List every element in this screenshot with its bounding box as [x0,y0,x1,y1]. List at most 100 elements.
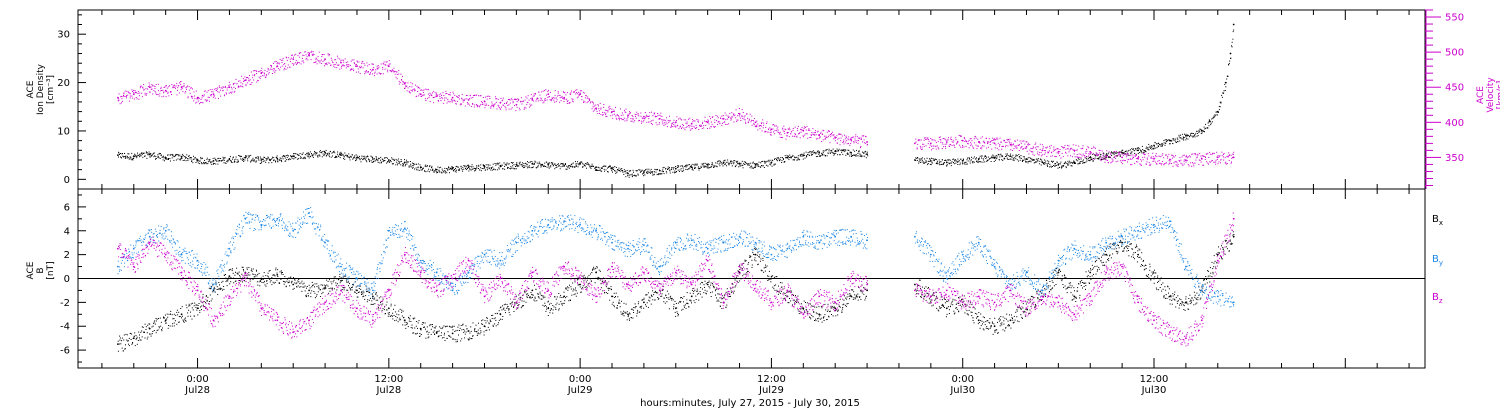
bx-series-dot [181,317,182,319]
velocity-series-dot [252,74,254,76]
velocity-series-dot [779,136,781,138]
velocity-series-dot [1150,156,1152,158]
velocity-series-dot [804,134,806,136]
velocity-series-dot [161,90,163,91]
density-series-dot [804,154,806,156]
density-series-dot [1074,163,1076,164]
velocity-series-dot [676,116,678,118]
density-series-dot [603,165,605,167]
velocity-series-dot [1101,150,1103,152]
velocity-series-dot [1156,163,1158,164]
density-series-dot [690,164,692,166]
density-series-dot [1166,139,1168,141]
density-series-dot [711,163,713,165]
bx-series-point [818,313,821,316]
velocity-series-dot [224,94,225,96]
density-series-dot [724,164,726,166]
velocity-series-dot [149,84,151,86]
velocity-series-dot [1213,161,1215,163]
velocity-series-dot [220,87,222,89]
density-series-dot [297,154,299,156]
density-series-dot [631,175,633,177]
density-series-dot [682,170,684,172]
density-series-dot [813,152,815,154]
velocity-series-dot [517,98,519,100]
velocity-series-dot [657,113,659,114]
bx-series-dot [194,302,196,304]
velocity-series-dot [1041,154,1043,156]
velocity-series-dot [319,60,321,62]
bx-series-point [627,313,629,316]
velocity-series-dot [579,92,581,94]
bx-series-dot [161,329,163,330]
density-series-dot [1012,157,1014,159]
density-series-point [132,155,135,158]
velocity-series-dot [285,68,287,70]
density-series-dot [407,161,409,163]
density-series-dot [718,160,720,162]
velocity-series-dot [441,94,442,96]
density-series-dot [659,169,660,171]
density-series-dot [183,159,185,161]
velocity-series-dot [584,97,586,99]
velocity-series-dot [338,64,340,66]
bx-series-dot [244,277,246,279]
density-series-dot [1097,157,1099,159]
density-series-dot [153,156,155,158]
velocity-series-dot [428,89,429,91]
velocity-series-dot [412,89,414,91]
velocity-series-dot [406,85,408,87]
velocity-series-dot [956,142,958,144]
velocity-series-dot [1155,156,1157,158]
density-series-dot [1037,160,1039,162]
velocity-series-dot [1084,155,1086,157]
velocity-series-dot [290,57,292,59]
density-series-dot [315,152,317,154]
velocity-series-dot [480,95,482,97]
velocity-series-dot [1018,144,1020,146]
density-series-dot [144,156,146,157]
velocity-series-dot [704,116,706,118]
density-series-dot [1101,158,1102,160]
density-series-dot [571,163,573,165]
bx-series-dot [231,270,233,272]
velocity-series-dot [948,137,949,139]
density-series-dot [1103,155,1105,157]
velocity-series-dot [521,101,523,103]
density-series-dot [1193,134,1195,136]
density-series-dot [1078,158,1080,160]
velocity-series-dot [1020,146,1022,148]
velocity-series-dot [1166,162,1168,164]
velocity-series-dot [504,103,505,104]
velocity-series-dot [802,136,804,138]
bx-series-dot [255,274,257,276]
velocity-series-dot [852,136,854,138]
density-series-dot [695,167,697,169]
velocity-series-dot [376,73,378,75]
density-series-dot [612,166,614,168]
density-series-dot [224,162,226,164]
density-series-dot [537,166,539,168]
density-series-dot [543,165,544,167]
velocity-series-dot [173,84,175,86]
density-series-dot [581,161,583,163]
velocity-series-dot [946,143,948,145]
density-series-dot [974,158,976,160]
density-series-dot [218,160,220,162]
density-series-dot [839,154,841,156]
velocity-series-dot [1118,153,1120,155]
velocity-series-dot [311,50,313,52]
density-series-dot [1061,165,1063,167]
density-series-dot [1002,159,1004,161]
velocity-series-dot [467,103,469,105]
density-series-dot [532,162,534,164]
velocity-series-dot [1080,148,1082,150]
density-series-dot [319,155,321,157]
velocity-series-dot [171,94,172,95]
velocity-series-dot [754,125,756,127]
density-series-dot [380,156,382,158]
velocity-series-dot [1207,152,1209,154]
density-series-dot [1210,122,1212,124]
velocity-series-dot [526,97,528,99]
velocity-series-dot [1130,158,1132,160]
